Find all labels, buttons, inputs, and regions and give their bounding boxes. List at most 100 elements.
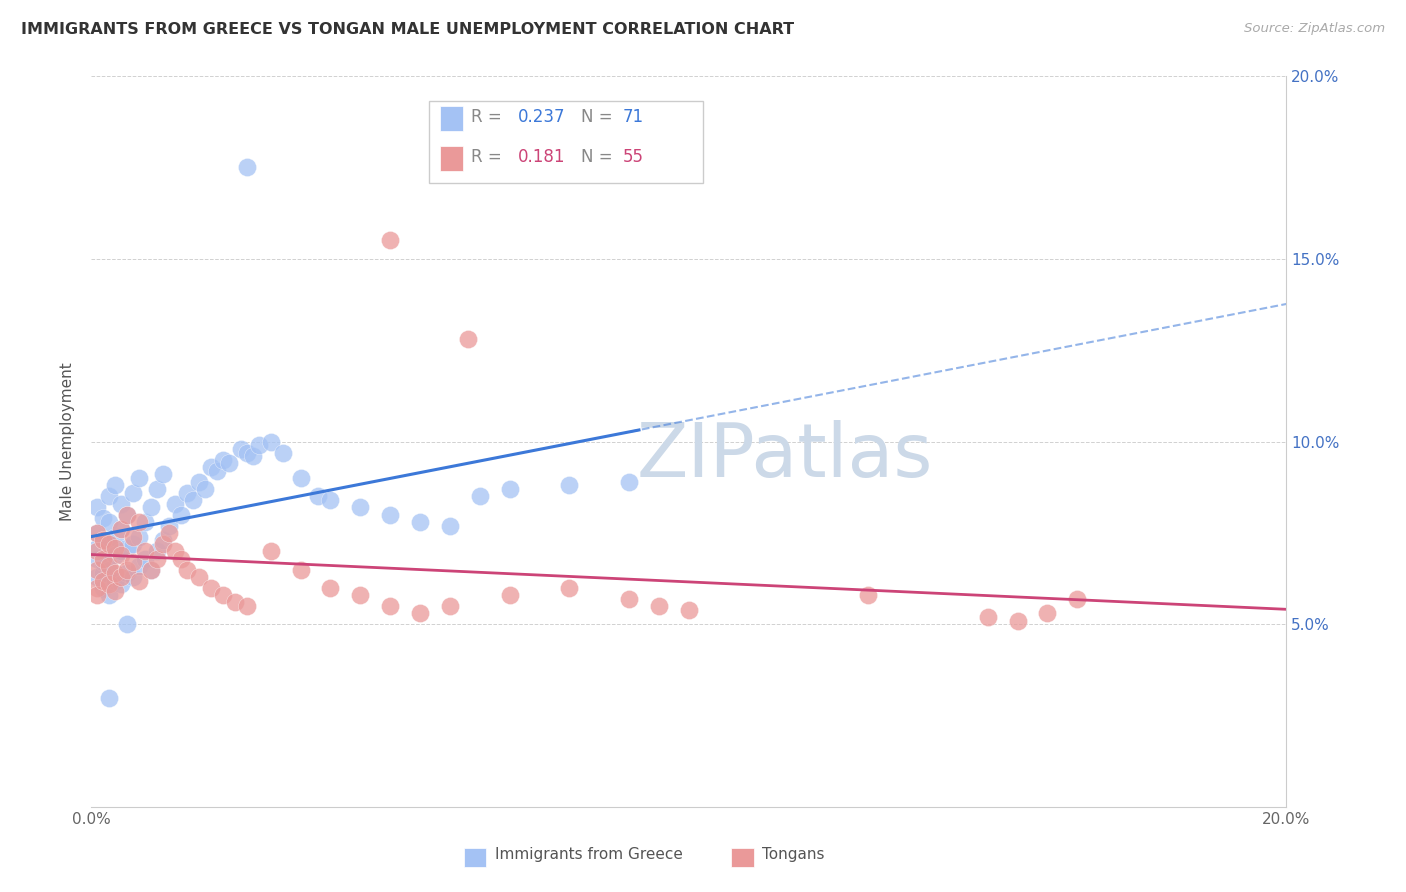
Point — [439, 518, 461, 533]
Point — [122, 555, 145, 569]
Point — [163, 497, 186, 511]
Point — [115, 541, 138, 555]
Point — [128, 558, 150, 573]
Point — [86, 544, 108, 558]
Text: IMMIGRANTS FROM GREECE VS TONGAN MALE UNEMPLOYMENT CORRELATION CHART: IMMIGRANTS FROM GREECE VS TONGAN MALE UN… — [21, 22, 794, 37]
Point — [93, 551, 115, 566]
Point — [152, 537, 174, 551]
Text: Tongans: Tongans — [762, 847, 824, 863]
Point — [259, 544, 281, 558]
Point — [499, 588, 522, 602]
Point — [110, 577, 132, 591]
Point — [86, 500, 108, 515]
Point — [122, 485, 145, 500]
Text: Source: ZipAtlas.com: Source: ZipAtlas.com — [1244, 22, 1385, 36]
Point — [242, 449, 264, 463]
Point — [235, 445, 259, 459]
Point — [181, 493, 204, 508]
Point — [86, 526, 108, 541]
Point — [122, 537, 145, 551]
Point — [176, 485, 198, 500]
Point — [110, 497, 132, 511]
Point — [146, 544, 169, 558]
Point — [211, 453, 233, 467]
Point — [86, 581, 108, 595]
Point — [558, 581, 581, 595]
Point — [104, 541, 127, 555]
Point — [122, 570, 145, 584]
Point — [235, 599, 259, 614]
Point — [259, 434, 281, 449]
Point — [157, 526, 180, 541]
Text: Immigrants from Greece: Immigrants from Greece — [495, 847, 683, 863]
Point — [499, 482, 522, 496]
Point — [110, 570, 132, 584]
Point — [163, 544, 186, 558]
Point — [134, 515, 156, 529]
Point — [200, 581, 222, 595]
Point — [468, 489, 491, 503]
Point — [115, 508, 138, 522]
Point — [141, 500, 163, 515]
Point — [152, 533, 174, 548]
Point — [176, 563, 198, 577]
Point — [104, 566, 127, 581]
Y-axis label: Male Unemployment: Male Unemployment — [60, 362, 76, 521]
Point — [115, 563, 138, 577]
Point — [235, 161, 259, 175]
Point — [128, 515, 150, 529]
Point — [146, 551, 169, 566]
Point — [93, 581, 115, 595]
Point — [170, 508, 193, 522]
Point — [409, 515, 432, 529]
Text: 0.181: 0.181 — [517, 148, 565, 166]
Point — [104, 574, 127, 588]
Point — [307, 489, 329, 503]
Point — [98, 537, 121, 551]
Point — [619, 475, 641, 489]
Point — [98, 489, 121, 503]
Point — [104, 584, 127, 599]
Point — [134, 551, 156, 566]
Point — [229, 442, 252, 456]
Point — [648, 599, 671, 614]
Point — [188, 570, 211, 584]
Point — [1007, 614, 1029, 628]
Point — [290, 471, 312, 485]
Point — [98, 588, 121, 602]
Point — [110, 544, 132, 558]
Point — [218, 457, 240, 471]
Point — [110, 522, 132, 536]
Point — [247, 438, 270, 452]
Point — [98, 563, 121, 577]
Point — [380, 599, 402, 614]
Text: R =: R = — [471, 108, 508, 126]
Point — [319, 493, 342, 508]
Point — [115, 508, 138, 522]
Point — [1066, 591, 1088, 606]
Point — [170, 551, 193, 566]
Point — [128, 530, 150, 544]
Point — [134, 544, 156, 558]
Point — [86, 541, 108, 555]
Point — [141, 563, 163, 577]
Point — [619, 591, 641, 606]
Point — [319, 581, 342, 595]
Point — [194, 482, 217, 496]
Point — [93, 511, 115, 525]
Point — [409, 607, 432, 621]
Point — [439, 599, 461, 614]
Point — [290, 563, 312, 577]
Point — [122, 530, 145, 544]
Point — [1036, 607, 1059, 621]
Text: 71: 71 — [623, 108, 644, 126]
Point — [188, 475, 211, 489]
Text: ZIPatlas: ZIPatlas — [637, 419, 932, 492]
Point — [93, 533, 115, 548]
Point — [93, 533, 115, 548]
Point — [271, 445, 294, 459]
Point — [86, 570, 108, 584]
Point — [558, 478, 581, 492]
Point — [152, 467, 174, 482]
Point — [86, 588, 108, 602]
